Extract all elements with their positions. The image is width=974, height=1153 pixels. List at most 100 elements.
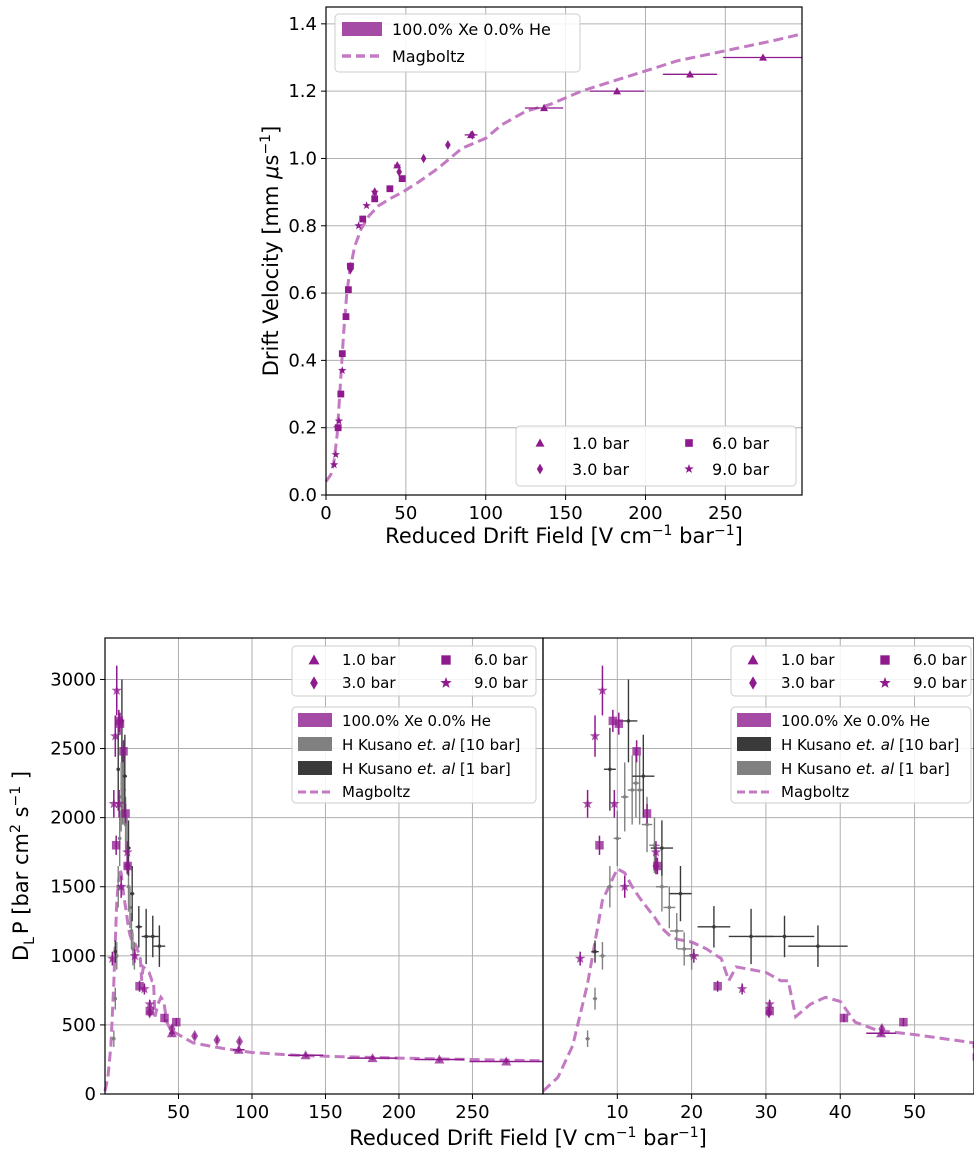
square-data-point [713, 981, 722, 991]
kusano-1bar-point [678, 891, 683, 896]
kusano-1bar-point [157, 944, 162, 948]
legend-label-magboltz: Magboltz [781, 783, 849, 801]
star-data-point [597, 685, 608, 695]
star-data-point [107, 953, 118, 964]
drift-velocity-chart: 0 50 100 150 200 250 0.0 0.2 0.4 0.6 0.8 1.0 1.2 1.4… [258, 6, 803, 548]
star-data-point [115, 881, 127, 892]
legend-xe-patch [298, 713, 332, 727]
bl-magboltz-curve [103, 868, 544, 1092]
top-x-axis-label: Reduced Drift Field [V cm−1 bar−1] [385, 523, 743, 548]
star-data-point [764, 998, 775, 1009]
triangle-data-point [367, 1053, 378, 1063]
legend-label-kusano-10bar: H Kusano et. al [10 bar] [342, 736, 520, 754]
triangle-data-point [393, 161, 402, 169]
legend-label-3bar: 3.0 bar [781, 674, 835, 692]
legend-label-kusano-1bar: H Kusano et. al [1 bar] [781, 760, 950, 778]
legend-label-xe: 100.0% Xe 0.0% He [342, 712, 491, 730]
kusano-10bar-point [622, 795, 627, 799]
legend-star-marker [684, 464, 694, 473]
y-tick-label: 0.0 [288, 485, 317, 506]
triangle-data-point [759, 53, 768, 61]
legend-diamond-symbol [310, 676, 318, 690]
star-data-point [609, 798, 620, 809]
legend-triangle-marker [535, 438, 545, 447]
legend-label-kusano-10bar: H Kusano et. al [10 bar] [781, 736, 959, 754]
y-tick-label: 3000 [50, 669, 96, 690]
x-tick-label: 100 [469, 503, 503, 524]
kusano-10bar-point [112, 1036, 116, 1041]
star-data-point [650, 846, 662, 857]
diamond-data-point [213, 1034, 221, 1047]
legend-square-marker [441, 655, 451, 665]
square-data-point [172, 1017, 181, 1027]
legend-star-symbol [684, 464, 694, 473]
legend-label-xe: 100.0% Xe 0.0% He [781, 712, 930, 730]
br-data-points [574, 665, 908, 1048]
star-data-point [111, 685, 122, 695]
y-tick-label: 1000 [50, 946, 96, 967]
square-data-point [608, 716, 618, 726]
y-tick-label: 0.8 [288, 216, 317, 237]
diamond-data-point [235, 1035, 243, 1048]
bl-legend-pressure: 1.0 bar 6.0 bar 3.0 bar 9.0 bar [291, 645, 537, 697]
legend-triangle-symbol [535, 438, 545, 447]
kusano-10bar-point [634, 781, 638, 785]
triangle-data-point [300, 1050, 311, 1060]
bl-y-ticks: 0 500 1000 1500 2000 2500 3000 [50, 669, 105, 1105]
legend-star-marker [440, 676, 452, 688]
y-tick-label: 1.2 [288, 81, 317, 102]
legend-star-symbol [879, 676, 891, 688]
kusano-10bar-point [637, 788, 642, 792]
kusano-1bar-point [816, 944, 820, 948]
bl-pressure-legend-box [291, 645, 537, 697]
legend-label-xe: 100.0% Xe 0.0% He [392, 20, 551, 39]
legend-label-9bar: 9.0 bar [712, 460, 769, 479]
top-legend-sources: 100.0% Xe 0.0% He Magboltz [334, 13, 581, 73]
star-data-point [589, 730, 601, 741]
square-data-point [614, 719, 624, 728]
kusano-10bar-point [645, 822, 649, 827]
square-data-point [839, 1013, 849, 1023]
legend-diamond-symbol [749, 676, 757, 690]
xe-patch-swatch [342, 22, 382, 36]
y-tick-label: 0.2 [288, 418, 317, 439]
square-data-point [145, 1006, 155, 1016]
kusano-1bar-point [608, 767, 612, 772]
square-data-point [160, 1013, 169, 1023]
triangle-data-point [540, 103, 549, 112]
kusano-10bar-point [682, 947, 686, 951]
square-data-point [765, 1006, 774, 1016]
star-data-point [354, 221, 363, 230]
magboltz-curve [103, 868, 544, 1092]
square-data-point [123, 861, 132, 871]
kusano-10bar-point [113, 996, 118, 1001]
diamond-data-point [445, 140, 451, 150]
legend-label-6bar: 6.0 bar [474, 651, 528, 669]
legend-label-magboltz: Magboltz [342, 783, 410, 801]
y-tick-label: 2000 [50, 808, 96, 829]
top-legend-box [334, 13, 581, 73]
y-tick-label: 0.4 [288, 350, 317, 371]
legend-kusano-10bar-patch [737, 737, 771, 751]
star-data-point [129, 950, 141, 961]
square-data-point [632, 747, 641, 756]
x-tick-label: 10 [606, 1102, 629, 1123]
triangle-data-point [613, 87, 622, 95]
star-data-point [144, 998, 156, 1009]
kusano-1bar-point [150, 934, 155, 939]
kusano-1bar-point [712, 925, 716, 929]
kusano-1bar-point [641, 774, 646, 778]
bottom-x-axis-label: Reduced Drift Field [V cm−1 bar−1] [349, 1125, 707, 1150]
triangle-data-point [501, 1056, 512, 1066]
x-tick-label: 20 [680, 1102, 703, 1123]
legend-square-marker [880, 655, 890, 665]
y-tick-label: 0 [85, 1084, 96, 1105]
star-data-point [110, 730, 121, 741]
kusano-10bar-point [128, 905, 132, 910]
square-data-point [338, 350, 346, 358]
diamond-data-point [469, 130, 476, 140]
x-tick-label: 250 [708, 503, 742, 524]
square-data-point [344, 286, 352, 294]
